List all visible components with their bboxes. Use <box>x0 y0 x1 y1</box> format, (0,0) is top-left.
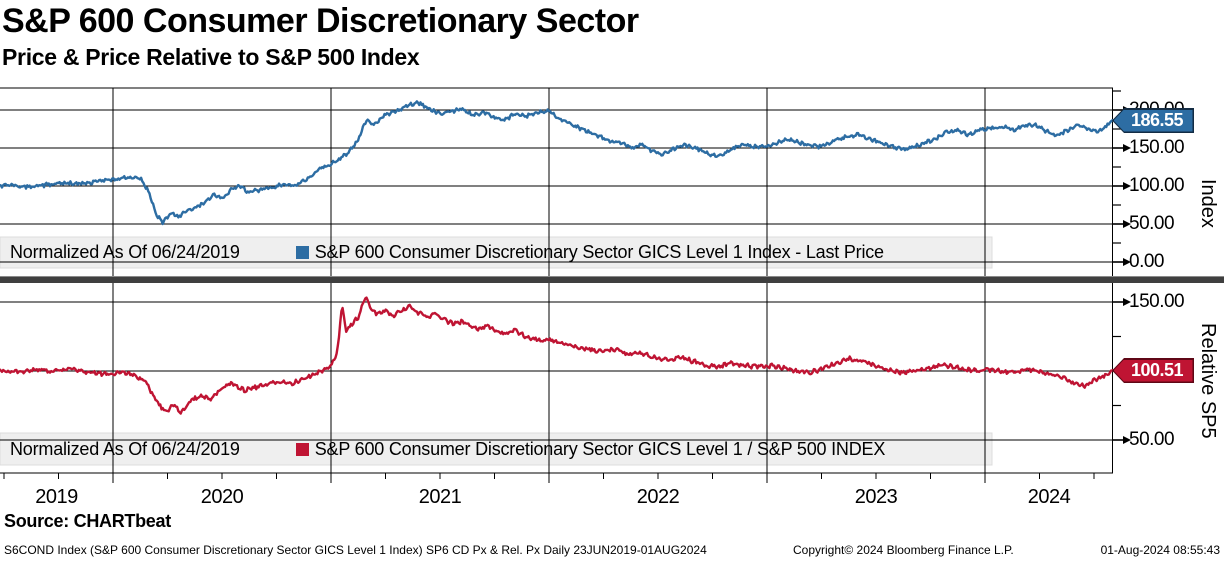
x-axis-year-label: 2023 <box>854 486 898 508</box>
price-series-label: S&P 600 Consumer Discretionary Sector GI… <box>314 242 884 262</box>
x-axis-year-label: 2024 <box>1027 486 1071 508</box>
relative-series-line <box>0 296 1114 415</box>
last-price-value: 186.55 <box>1130 110 1184 130</box>
price-series-line <box>0 100 1114 226</box>
relative-legend: Normalized As Of 06/24/2019 S&P 600 Cons… <box>0 433 992 465</box>
y-axis-tick-label: 100.00 <box>1129 175 1185 196</box>
y-axis-title-index: Index <box>1197 178 1219 228</box>
chart-title: S&P 600 Consumer Discretionary Sector <box>2 2 639 40</box>
footer-bar: S6COND Index (S&P 600 Consumer Discretio… <box>0 543 1224 563</box>
x-axis-year-label: 2021 <box>418 486 462 508</box>
relative-last-value-badge: 100.51 <box>1112 358 1194 383</box>
y-axis-tick-label: 0.00 <box>1129 251 1164 272</box>
footer-ticker-info: S6COND Index (S&P 600 Consumer Discretio… <box>4 543 707 557</box>
y-axis-tick-label: 150.00 <box>1129 137 1185 158</box>
normalized-note: Normalized As Of 06/24/2019 <box>10 438 240 459</box>
x-axis-year-label: 2019 <box>35 486 78 508</box>
footer-timestamp: 01-Aug-2024 08:55:43 <box>1100 543 1220 557</box>
price-panel-canvas[interactable] <box>0 85 1224 276</box>
x-axis-year-label: 2022 <box>636 486 680 508</box>
chart-subtitle: Price & Price Relative to S&P 500 Index <box>2 44 420 70</box>
relative-series-swatch-icon <box>295 442 309 456</box>
relative-series-label: S&P 600 Consumer Discretionary Sector GI… <box>314 438 886 459</box>
y-axis-tick-label: 50.00 <box>1129 429 1175 450</box>
panel-separator <box>0 276 1224 283</box>
price-series-swatch-icon <box>295 246 309 259</box>
y-axis-tick-label: 50.00 <box>1129 213 1175 234</box>
relative-panel-canvas[interactable] <box>0 283 1224 513</box>
x-axis-year-label: 2020 <box>200 486 244 508</box>
y-axis-title-relative: Relative SP5 <box>1197 322 1219 439</box>
footer-copyright: Copyright© 2024 Bloomberg Finance L.P. <box>793 543 1014 557</box>
source-note: Source: CHARTbeat <box>4 511 171 531</box>
price-legend: Normalized As Of 06/24/2019 S&P 600 Cons… <box>0 237 992 268</box>
relative-last-value: 100.51 <box>1130 360 1184 380</box>
normalized-note: Normalized As Of 06/24/2019 <box>10 242 240 262</box>
last-price-badge: 186.55 <box>1112 108 1194 133</box>
y-axis-tick-label: 150.00 <box>1129 291 1185 312</box>
